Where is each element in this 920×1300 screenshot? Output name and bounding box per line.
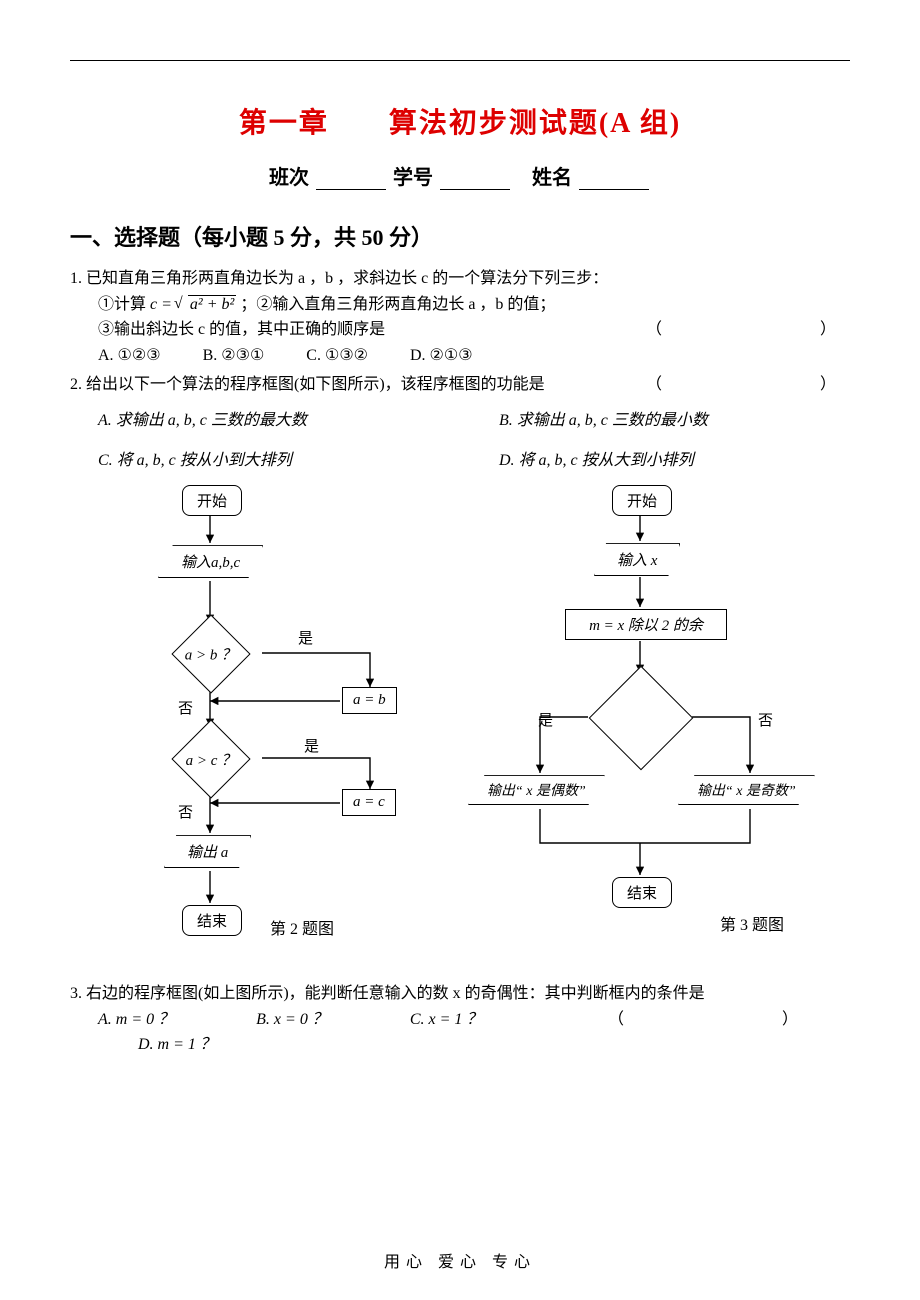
q1-stem: 1. 已知直角三角形两直角边长为 a ，b ，求斜边长 c 的一个算法分下列三步… bbox=[70, 266, 850, 292]
q1-options: A. ①②③ B. ②③① C. ①③② D. ②①③ bbox=[70, 343, 850, 369]
page-title: 第一章 算法初步测试题(A 组) bbox=[70, 101, 850, 141]
label-name: 姓名 bbox=[532, 167, 572, 189]
q2-paren: （ ） bbox=[646, 372, 850, 398]
q1-opt-b: B. ②③① bbox=[203, 343, 265, 369]
fc2-assign1: a = b bbox=[342, 687, 397, 714]
fc2-yes1: 是 bbox=[298, 627, 313, 648]
fc2-input: 输入a,b,c bbox=[158, 545, 263, 578]
fc2-no2: 否 bbox=[178, 801, 193, 822]
fc2-end: 结束 bbox=[182, 905, 242, 936]
q3-opt-d: D. m = 1 ？ bbox=[138, 1032, 216, 1058]
fc2-yes2: 是 bbox=[304, 735, 319, 756]
q3-opt-a: A. m = 0 ？ bbox=[98, 1007, 174, 1033]
flowcharts: 开始 输入a,b,c a > b ？ a = b a > c ？ a = c 输… bbox=[70, 483, 850, 963]
blank-class bbox=[316, 169, 386, 190]
fc3-start: 开始 bbox=[612, 485, 672, 516]
section-heading: 一、选择题（每小题 5 分，共 50 分） bbox=[70, 220, 850, 252]
blank-id bbox=[440, 169, 510, 190]
label-class: 班次 bbox=[269, 167, 309, 189]
subtitle: 班次 学号 姓名 bbox=[70, 161, 850, 190]
fc3-process: m = x 除以 2 的余 bbox=[565, 609, 727, 640]
fc2-caption: 第 2 题图 bbox=[270, 915, 334, 939]
q3-paren: （ ） bbox=[608, 1007, 812, 1058]
q2-opt-a: A. 求输出 a, b, c 三数的最大数 bbox=[98, 412, 307, 429]
header-rule bbox=[70, 60, 850, 61]
q2-opt-c: C. 将 a, b, c 按从小到大排列 bbox=[98, 452, 292, 469]
page-footer: 用心 爱心 专心 bbox=[0, 1248, 920, 1272]
q1-step1: ①计算 c = a² + b² ；②输入直角三角形两直角边长 a ，b 的值； bbox=[70, 292, 850, 318]
q1-step3-row: ③输出斜边长 c 的值，其中正确的顺序是 （ ） bbox=[70, 317, 850, 343]
q1-paren: （ ） bbox=[646, 317, 850, 343]
question-1: 1. 已知直角三角形两直角边长为 a ，b ，求斜边长 c 的一个算法分下列三步… bbox=[70, 266, 850, 368]
q3-opt-b: B. x = 0 ？ bbox=[256, 1007, 328, 1033]
question-2: 2. 给出以下一个算法的程序框图(如下图所示)，该程序框图的功能是 （ ） A.… bbox=[70, 372, 850, 473]
fc3-yes: 是 bbox=[538, 709, 553, 730]
blank-name bbox=[579, 169, 649, 190]
fc3-input: 输入 x bbox=[594, 543, 680, 576]
q1-opt-d: D. ②①③ bbox=[410, 343, 473, 369]
fc2-assign2: a = c bbox=[342, 789, 396, 816]
fc2-dec2: a > c ？ bbox=[171, 720, 250, 799]
fc2-output: 输出 a bbox=[164, 835, 251, 868]
fc2-no1: 否 bbox=[178, 697, 193, 718]
label-id: 学号 bbox=[393, 167, 433, 189]
q1-opt-c: C. ①③② bbox=[306, 343, 368, 369]
fc3-decision bbox=[589, 666, 694, 771]
fc3-no: 否 bbox=[758, 709, 773, 730]
question-3: 3. 右边的程序框图(如上图所示)，能判断任意输入的数 x 的奇偶性：其中判断框… bbox=[70, 981, 850, 1058]
q3-opt-c: C. x = 1 ？ bbox=[410, 1007, 483, 1033]
q2-stem: 2. 给出以下一个算法的程序框图(如下图所示)，该程序框图的功能是 bbox=[70, 372, 545, 398]
q2-opt-d: D. 将 a, b, c 按从大到小排列 bbox=[499, 452, 694, 469]
fc3-caption: 第 3 题图 bbox=[720, 911, 784, 935]
q1-opt-a: A. ①②③ bbox=[98, 343, 161, 369]
fc3-out-even: 输出“ x 是偶数” bbox=[468, 775, 605, 805]
fc3-end: 结束 bbox=[612, 877, 672, 908]
fc2-dec1: a > b ？ bbox=[171, 615, 250, 694]
q2-opt-b: B. 求输出 a, b, c 三数的最小数 bbox=[499, 412, 708, 429]
fc3-out-odd: 输出“ x 是奇数” bbox=[678, 775, 815, 805]
q1-step3: ③输出斜边长 c 的值，其中正确的顺序是 bbox=[98, 317, 385, 343]
fc2-start: 开始 bbox=[182, 485, 242, 516]
q3-stem: 3. 右边的程序框图(如上图所示)，能判断任意输入的数 x 的奇偶性：其中判断框… bbox=[70, 981, 850, 1007]
